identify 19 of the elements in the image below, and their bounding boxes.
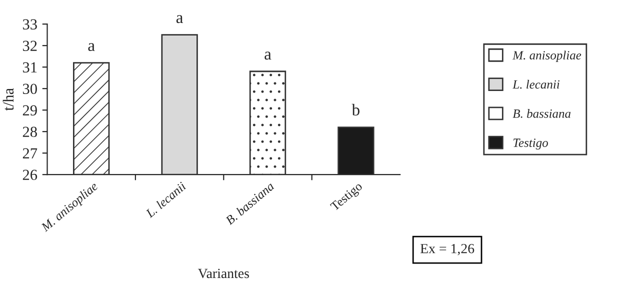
y-tick-label: 26 <box>22 170 38 180</box>
y-tick-label: 30 <box>22 84 37 94</box>
annotation: b <box>352 104 360 116</box>
annotation: a <box>176 15 184 24</box>
annotation: a <box>88 43 95 52</box>
legend-label: Testigo <box>513 138 548 150</box>
y-tick-label: 29 <box>22 105 37 116</box>
y-tick-label: 31 <box>22 62 37 73</box>
x-axis-title: Variantes <box>198 268 249 278</box>
legend-label: B. bassiana <box>512 109 571 118</box>
y-tick-label: 27 <box>22 148 38 158</box>
legend-label: L. lecanii <box>512 80 560 89</box>
legend-label: M. anisopliae <box>512 50 582 62</box>
y-tick-label: 33 <box>22 19 37 30</box>
y-tick-label: 28 <box>22 126 37 138</box>
y-axis-title: t/ha <box>2 88 14 111</box>
y-tick-label: 32 <box>22 40 37 52</box>
text: Ex = 1,26 <box>420 244 474 256</box>
annotation: a <box>264 52 272 60</box>
